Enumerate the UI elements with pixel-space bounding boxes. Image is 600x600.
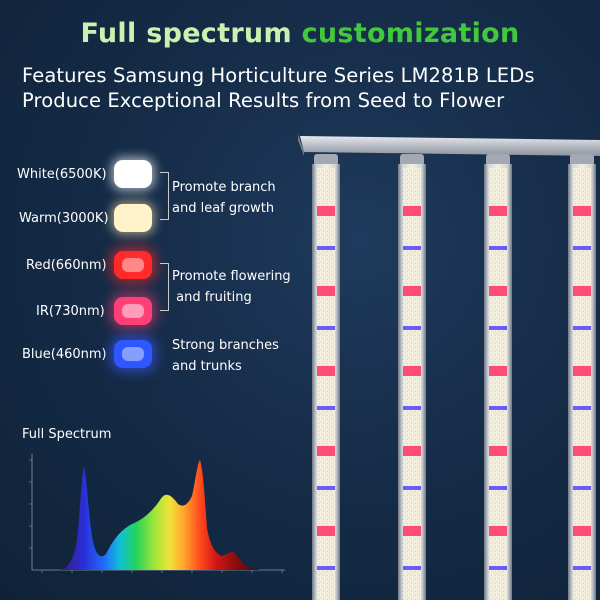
effect-red-ir: Promote flowering and fruiting (172, 266, 291, 308)
effect-blue: Strong branches and trunks (172, 335, 279, 377)
led-label-white: White(6500K) (17, 167, 107, 182)
effect-white-warm: Promote branch and leaf growth (172, 177, 276, 219)
blue-led-icon (114, 340, 152, 368)
title-part-1: Full spectrum (80, 18, 292, 49)
effect-red-ir-line-1: Promote flowering (172, 269, 291, 284)
led-label-blue: Blue(460nm) (22, 347, 107, 362)
subtitle-line-2: Produce Exceptional Results from Seed to… (22, 89, 505, 112)
x-ticks (41, 570, 283, 573)
led-fixture-image (298, 134, 600, 600)
y-ticks (29, 459, 32, 549)
bracket-red-ir (160, 263, 169, 311)
subtitle-line-1: Features Samsung Horticulture Series LM2… (22, 64, 535, 87)
light-bar (398, 154, 426, 600)
top-rail (300, 136, 600, 156)
effect-blue-line-1: Strong branches (172, 338, 279, 353)
spectrum-label: Full Spectrum (22, 427, 112, 442)
led-label-red: Red(660nm) (26, 258, 107, 273)
spectrum-chart (29, 454, 285, 573)
effect-red-ir-line-2: and fruiting (172, 290, 252, 305)
effect-blue-line-2: and trunks (172, 359, 242, 374)
red-led-icon (114, 251, 152, 279)
led-label-ir: IR(730nm) (36, 304, 105, 319)
led-label-warm: Warm(3000K) (19, 211, 109, 226)
light-bar (568, 154, 596, 600)
page-title: Full spectrum customization (0, 18, 600, 49)
ir-led-icon (114, 297, 152, 325)
white-led-icon (114, 160, 152, 188)
title-part-2: customization (301, 18, 520, 49)
light-bar (484, 154, 512, 600)
effect-white-warm-line-2: and leaf growth (172, 201, 275, 216)
light-bars (312, 154, 596, 600)
bracket-white-warm (160, 172, 169, 220)
effect-white-warm-line-1: Promote branch (172, 180, 276, 195)
warm-led-icon (114, 204, 152, 232)
light-bar (312, 154, 340, 600)
spectrum-curve (60, 460, 260, 570)
